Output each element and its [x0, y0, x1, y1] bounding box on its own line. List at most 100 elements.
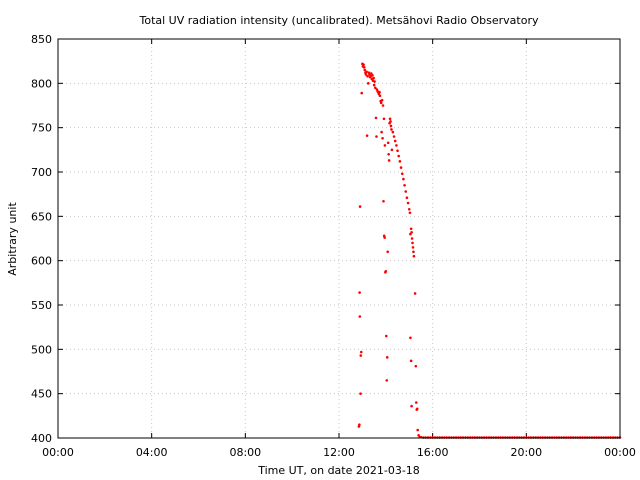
data-point — [358, 205, 362, 208]
data-point — [380, 98, 384, 102]
data-point — [388, 117, 392, 121]
data-point — [379, 101, 383, 105]
data-point — [406, 201, 410, 205]
data-point — [392, 135, 396, 138]
grid-lines — [58, 39, 620, 438]
data-point — [363, 68, 367, 72]
data-point — [391, 130, 395, 134]
data-point — [409, 359, 413, 363]
y-tick-label: 800 — [31, 77, 52, 90]
data-point — [359, 350, 363, 354]
data-point — [371, 74, 374, 77]
x-tick-label: 20:00 — [510, 446, 542, 459]
x-tick-label: 00:00 — [604, 446, 636, 459]
data-point — [360, 91, 364, 95]
y-tick-label: 700 — [31, 166, 52, 179]
y-tick-label: 500 — [31, 343, 52, 356]
data-point — [407, 207, 411, 211]
data-point — [358, 291, 361, 294]
data-point — [389, 120, 392, 123]
data-point — [411, 246, 415, 249]
data-point — [395, 144, 398, 147]
y-tick-label: 450 — [31, 388, 52, 401]
data-point — [386, 250, 390, 254]
data-point — [373, 80, 376, 83]
data-point — [396, 149, 399, 153]
data-point — [393, 139, 397, 143]
x-tick-label: 04:00 — [136, 446, 168, 459]
y-tick-label: 850 — [31, 33, 52, 46]
plot-frame — [57, 38, 621, 439]
data-point — [358, 315, 362, 318]
data-point — [397, 154, 401, 158]
data-point — [403, 184, 406, 187]
x-tick-label: 12:00 — [323, 446, 355, 459]
data-point — [411, 241, 414, 245]
data-point — [384, 270, 388, 273]
chart-title: Total UV radiation intensity (uncalibrat… — [139, 14, 539, 27]
data-point — [381, 104, 385, 107]
data-point — [375, 135, 378, 138]
data-point — [372, 83, 376, 87]
data-point — [414, 401, 418, 404]
data-point — [410, 237, 414, 240]
data-point — [412, 250, 415, 254]
data-point — [387, 159, 391, 162]
data-point — [399, 166, 403, 169]
data-points — [357, 62, 622, 439]
data-point — [410, 404, 413, 408]
data-point — [365, 70, 368, 74]
data-point — [366, 74, 369, 78]
x-axis-label: Time UT, on date 2021-03-18 — [257, 464, 420, 477]
data-point — [359, 392, 362, 395]
data-point — [390, 128, 393, 131]
x-tick-label: 00:00 — [42, 446, 74, 459]
data-point — [410, 230, 413, 234]
data-point — [409, 336, 412, 340]
data-point — [378, 94, 382, 98]
data-point — [365, 134, 369, 137]
y-tick-label: 750 — [31, 122, 52, 135]
data-point — [383, 236, 386, 239]
data-point — [414, 364, 418, 368]
axis-ticks: 400 450 500 550 600 650 700 750 800 850 00:00 04:00… — [31, 33, 636, 459]
data-point — [412, 254, 416, 258]
y-tick-label: 650 — [31, 210, 52, 223]
data-point — [416, 428, 419, 432]
data-point — [405, 196, 409, 200]
data-point — [359, 354, 363, 357]
data-point — [383, 144, 387, 147]
data-point — [382, 199, 385, 203]
y-tick-label: 550 — [31, 299, 52, 312]
data-point — [373, 86, 377, 90]
data-point — [385, 356, 389, 359]
data-point — [389, 124, 393, 128]
data-point — [408, 211, 412, 215]
data-point — [390, 148, 394, 152]
data-point — [400, 172, 404, 176]
y-tick-label: 400 — [31, 432, 52, 445]
data-point — [380, 130, 383, 134]
data-point — [364, 73, 368, 76]
data-point — [372, 76, 375, 80]
y-tick-label: 600 — [31, 255, 52, 268]
data-point — [378, 90, 381, 94]
x-tick-label: 16:00 — [417, 446, 449, 459]
data-point — [398, 160, 402, 163]
data-point — [409, 227, 413, 231]
data-point — [382, 117, 386, 121]
data-point — [362, 66, 366, 69]
data-point — [387, 152, 390, 156]
data-point — [374, 116, 378, 120]
data-point — [366, 82, 370, 85]
data-point — [385, 334, 388, 338]
y-axis-label: Arbitrary unit — [6, 202, 19, 276]
data-point — [362, 63, 365, 67]
data-point — [415, 407, 419, 411]
data-point — [402, 177, 405, 181]
data-point — [386, 141, 390, 145]
data-point — [381, 137, 384, 140]
x-tick-label: 08:00 — [229, 446, 261, 459]
data-point — [404, 190, 408, 193]
